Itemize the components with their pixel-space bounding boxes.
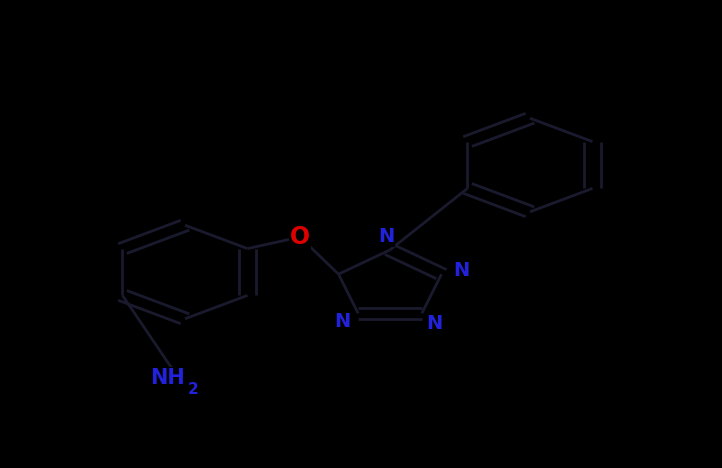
Text: NH: NH	[151, 368, 186, 388]
Text: N: N	[334, 312, 350, 331]
Text: N: N	[453, 261, 470, 280]
Text: N: N	[378, 227, 394, 246]
Text: O: O	[290, 225, 310, 249]
Text: N: N	[427, 314, 443, 333]
Text: 2: 2	[188, 382, 199, 397]
